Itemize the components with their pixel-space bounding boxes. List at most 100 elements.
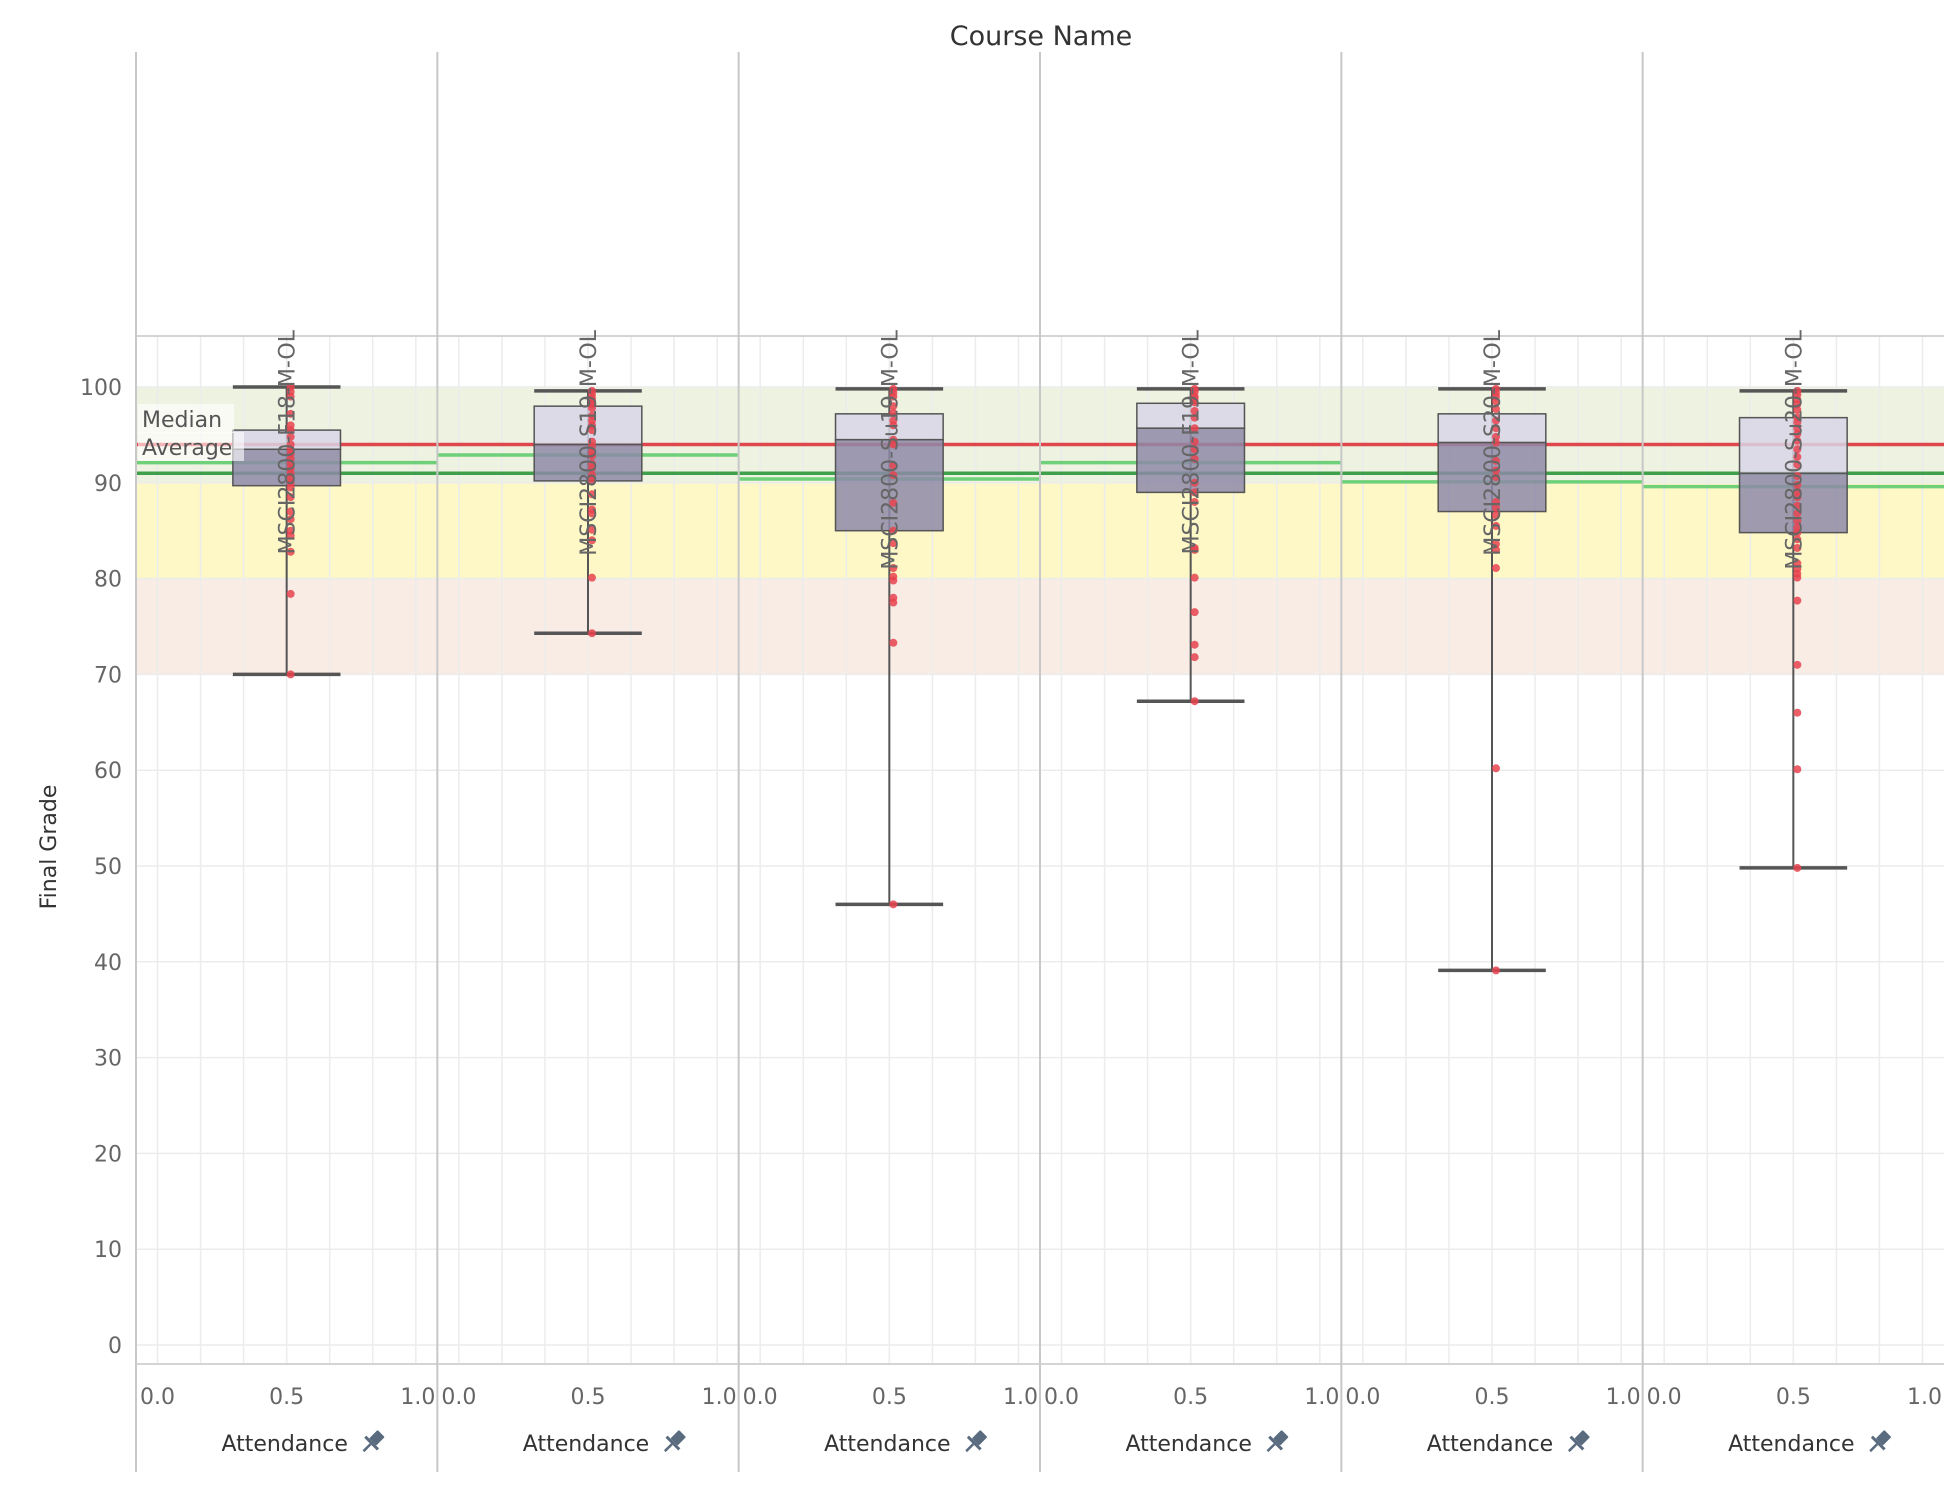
data-point <box>1190 445 1199 454</box>
x-axis-title: Attendance <box>1125 1432 1251 1457</box>
x-axis-title: Attendance <box>523 1432 649 1457</box>
data-point <box>1492 397 1500 406</box>
data-point <box>1492 564 1500 573</box>
data-point <box>889 900 898 909</box>
data-point <box>588 536 596 545</box>
x-tick-label: 0.0 <box>1044 1385 1079 1410</box>
data-point <box>889 392 898 401</box>
data-point <box>1190 573 1199 582</box>
data-point <box>1793 559 1802 568</box>
data-point <box>1492 456 1500 465</box>
pin-icon-base <box>665 1435 681 1451</box>
data-point <box>1793 436 1802 445</box>
pin-icon-needle <box>965 1443 975 1453</box>
data-point <box>1793 596 1802 605</box>
data-point <box>286 426 295 435</box>
data-point <box>1793 487 1802 496</box>
data-point <box>889 461 898 470</box>
box-plot-4 <box>1437 384 1547 975</box>
data-point <box>1793 429 1802 438</box>
data-point <box>889 539 898 548</box>
data-point <box>1793 528 1802 537</box>
pin-icon-body <box>369 1430 385 1446</box>
data-point <box>1793 400 1802 409</box>
data-point <box>1492 764 1500 773</box>
x-axis-title: Attendance <box>1728 1432 1854 1457</box>
data-point <box>1793 543 1802 552</box>
data-point <box>588 471 596 480</box>
pin-icon <box>1266 1430 1289 1453</box>
reference-label-bg <box>138 432 244 461</box>
pin-icon-body <box>972 1430 987 1446</box>
data-point <box>889 498 898 507</box>
data-point <box>1793 765 1802 774</box>
pin-icon-base <box>1569 1435 1585 1451</box>
box-plot-0 <box>232 383 342 679</box>
pin-icon-body <box>1876 1430 1891 1446</box>
data-point <box>889 598 898 607</box>
data-point <box>1190 488 1199 497</box>
data-point <box>588 426 596 435</box>
data-point <box>1793 509 1802 518</box>
data-point <box>1793 445 1802 454</box>
x-tick-label: 1.0 <box>702 1385 737 1410</box>
data-point <box>1793 480 1802 489</box>
data-point <box>588 573 596 582</box>
x-tick-label: 0.0 <box>1345 1385 1380 1410</box>
course-label-0: MSCI2800-F18-M-OL <box>276 329 301 554</box>
data-point <box>889 526 898 535</box>
data-point <box>286 483 295 492</box>
course-label-4: MSCI2800-S20-M-OL <box>1481 329 1506 555</box>
pin-icon <box>1869 1430 1891 1453</box>
x-tick-label: 0.5 <box>269 1385 304 1410</box>
data-point <box>1190 398 1199 407</box>
data-point <box>1793 472 1802 481</box>
data-point <box>889 408 898 417</box>
box-plots <box>232 383 1848 975</box>
x-axis-title: Attendance <box>824 1432 950 1457</box>
data-point <box>1793 424 1802 433</box>
pin-icon-base <box>1870 1435 1886 1451</box>
data-point <box>286 409 295 418</box>
box-plot-1 <box>533 386 643 638</box>
data-point <box>889 638 898 647</box>
pin-icon-needle <box>362 1443 372 1453</box>
data-point <box>1492 511 1500 520</box>
data-point <box>286 670 295 679</box>
y-tick-label: 80 <box>94 568 122 593</box>
pin-icon-base <box>1268 1435 1284 1451</box>
pin-icon <box>1567 1430 1590 1453</box>
x-tick-label: 1.0 <box>1606 1385 1641 1410</box>
data-point <box>588 490 596 499</box>
x-tick-label: 0.5 <box>1173 1385 1208 1410</box>
y-tick-label: 0 <box>108 1334 122 1359</box>
data-point <box>1190 640 1199 649</box>
data-point <box>1492 416 1500 425</box>
data-point <box>588 476 596 485</box>
pin-icon-body <box>1574 1430 1590 1446</box>
pin-icon <box>362 1430 385 1453</box>
x-axis: 0.0 0.5 1.0 Attendance 0.0 0.5 1.0 Attendance 0.… <box>140 1385 1942 1457</box>
reference-labels: Median Average <box>138 404 244 461</box>
x-tick-label: 0.0 <box>743 1385 778 1410</box>
x-tick-label: 0.5 <box>1475 1385 1510 1410</box>
pin-icon-needle <box>1869 1443 1879 1453</box>
data-point <box>286 432 295 441</box>
data-point <box>286 531 295 540</box>
y-axis-title: Final Grade <box>37 785 62 910</box>
pin-icon-body <box>670 1430 686 1446</box>
data-point <box>1793 493 1802 502</box>
data-point <box>1492 473 1500 482</box>
data-point <box>1793 535 1802 544</box>
x-tick-label: 0.0 <box>1647 1385 1682 1410</box>
data-point <box>1492 432 1500 441</box>
box-plot-5 <box>1738 386 1848 872</box>
data-point <box>1793 573 1802 582</box>
data-point <box>286 392 295 401</box>
box-upper <box>1738 416 1848 474</box>
data-point <box>1793 660 1802 669</box>
pin-icon-needle <box>1567 1443 1577 1453</box>
data-point <box>1492 503 1500 512</box>
data-point <box>1793 708 1802 717</box>
data-point <box>1793 452 1802 461</box>
